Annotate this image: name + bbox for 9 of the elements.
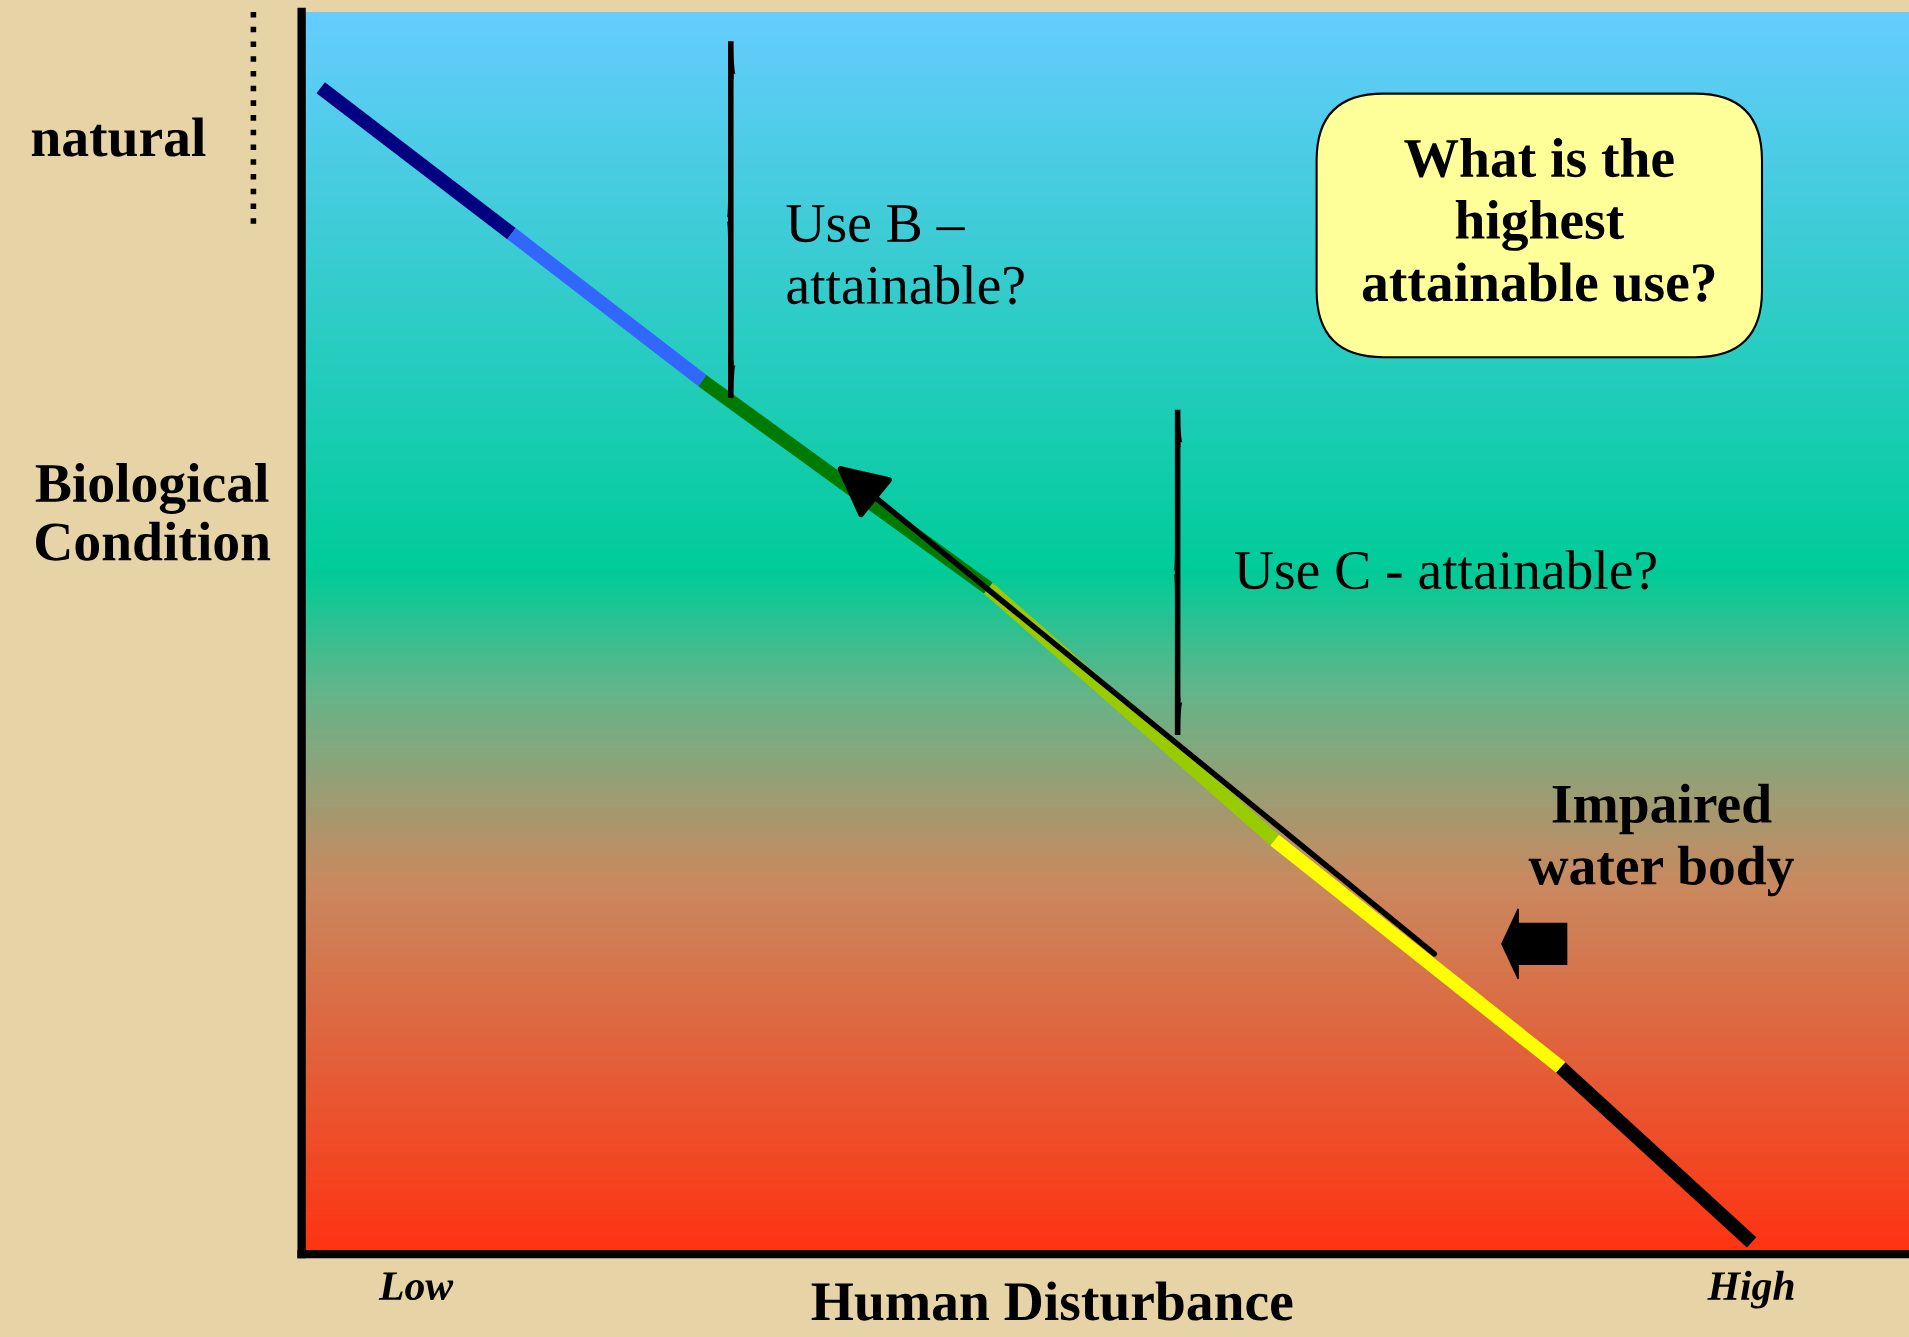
y-axis-title: Biological Condition [35,463,271,561]
annotation: Use B – attainable? [786,205,1024,305]
annotation: What is the highest attainable use? [1362,138,1715,302]
x-tick-label: High [1707,1270,1794,1309]
annotation: Impaired water body [1528,783,1794,897]
annotation: Use C - attainable? [1235,550,1656,590]
x-tick-label: Low [378,1272,454,1301]
x-axis-title: Human Disturbance [811,1281,1293,1321]
text: natural [31,117,206,157]
